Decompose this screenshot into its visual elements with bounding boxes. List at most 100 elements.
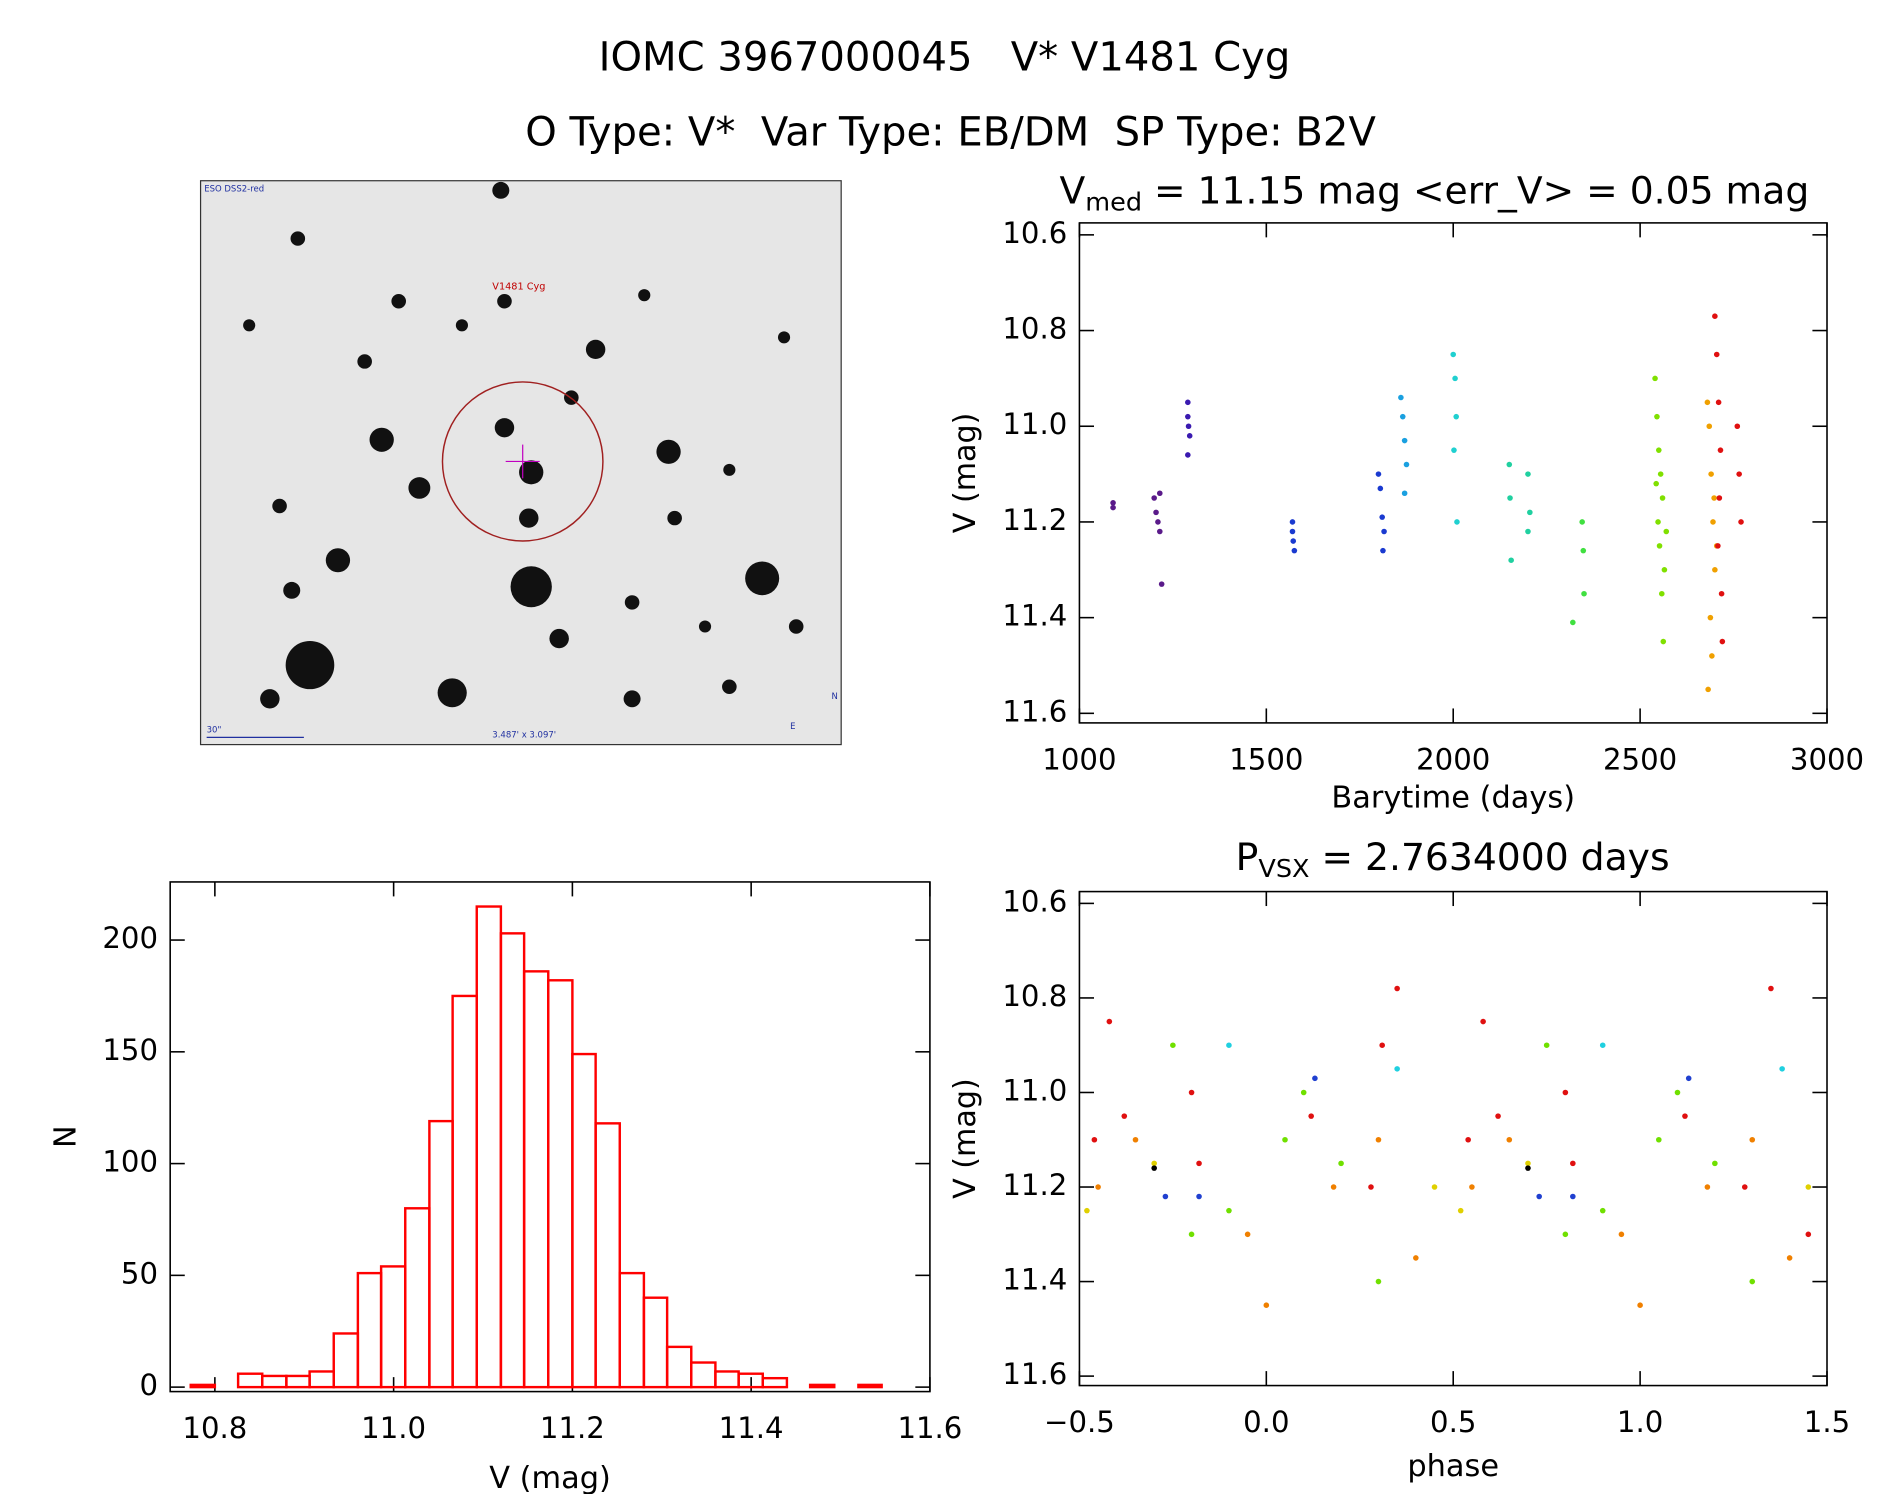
x-tick-label: 0.5 <box>1430 1405 1476 1439</box>
y-tick-label: 11.2 <box>1002 1168 1067 1202</box>
data-point <box>1779 1066 1785 1072</box>
x-tick-label: 3000 <box>1790 743 1864 777</box>
data-point <box>1380 547 1386 554</box>
histogram-bar <box>379 1265 407 1389</box>
data-point <box>1110 500 1116 506</box>
data-point <box>1704 1184 1711 1190</box>
data-point <box>1749 1136 1756 1143</box>
data-point <box>1653 480 1659 487</box>
data-point <box>1394 985 1400 992</box>
data-point <box>1156 528 1163 535</box>
data-point <box>1508 557 1514 563</box>
y-tick-label: 100 <box>102 1145 158 1179</box>
data-point <box>1736 471 1742 477</box>
x-tick-label: 1.0 <box>1617 1405 1663 1439</box>
data-point <box>1454 519 1460 525</box>
data-point <box>1525 1160 1531 1167</box>
data-point <box>1186 433 1193 439</box>
title-rest: = 2.7634000 days <box>1310 835 1670 879</box>
target-circle <box>441 381 604 542</box>
x-tick-label: 1.5 <box>1804 1405 1850 1439</box>
data-point <box>1507 495 1513 501</box>
chart-title: Vmed = 11.15 mag <err_V> = 0.05 mag <box>1060 168 1810 216</box>
data-point <box>1156 490 1163 497</box>
title-subscript: VSX <box>1258 853 1309 883</box>
data-point <box>1738 519 1744 525</box>
target-label: V1481 Cyg <box>492 282 545 293</box>
data-point <box>1734 423 1741 430</box>
data-point <box>1312 1075 1318 1082</box>
data-point <box>1091 1136 1098 1143</box>
chart-panel: 10.8 11.0 11.2 11.4 11.6 0 50 100 150 200 V (mag) N <box>48 881 962 1494</box>
data-point <box>1291 547 1298 554</box>
x-tick-label: 10.8 <box>182 1411 247 1445</box>
data-point <box>1394 1066 1400 1072</box>
histogram-bar <box>522 970 550 1389</box>
histogram-bar <box>189 1383 217 1389</box>
title-rest: = 11.15 mag <err_V> = 0.05 mag <box>1142 168 1809 212</box>
data-point <box>1450 351 1457 358</box>
data-point <box>1188 1231 1195 1238</box>
data-point <box>1338 1160 1344 1167</box>
data-point <box>1398 394 1404 401</box>
data-point <box>1685 1075 1692 1082</box>
data-point <box>1095 1184 1101 1190</box>
finder-image: ESO DSS2-red V1481 Cyg 30" 3.487' x 3.09… <box>199 180 842 746</box>
y-tick-label: 11.0 <box>1002 1074 1067 1108</box>
data-point <box>1453 413 1460 420</box>
data-point <box>1562 1089 1569 1096</box>
data-point <box>1658 590 1665 597</box>
title-main: P <box>1236 835 1259 879</box>
data-point <box>1506 1136 1513 1143</box>
data-point <box>1151 495 1157 501</box>
histogram-bar <box>690 1361 717 1389</box>
data-point <box>1289 528 1296 535</box>
data-point <box>1749 1278 1756 1285</box>
data-point <box>1151 1165 1157 1171</box>
data-point <box>1715 543 1721 549</box>
x-tick-label: 1500 <box>1229 743 1303 777</box>
histogram-bar <box>236 1372 264 1389</box>
y-tick-label: 50 <box>121 1256 158 1290</box>
data-point <box>1506 461 1513 468</box>
data-point <box>1599 1042 1606 1048</box>
y-axis-label: N <box>48 1125 83 1148</box>
histogram-bar <box>618 1271 646 1389</box>
data-point <box>1368 1184 1374 1190</box>
data-point <box>1401 437 1408 444</box>
data-point <box>1657 471 1664 477</box>
data-point <box>1716 495 1723 501</box>
x-tick-label: −0.5 <box>1044 1405 1115 1439</box>
histogram-bar <box>308 1370 335 1389</box>
histogram-bar <box>808 1383 836 1389</box>
data-point <box>1185 413 1191 420</box>
plot-frame <box>1078 890 1828 1387</box>
data-point <box>1570 1193 1576 1200</box>
data-point <box>1656 1136 1662 1143</box>
data-point <box>1495 1113 1501 1119</box>
data-point <box>1290 538 1297 544</box>
data-point <box>1413 1255 1419 1261</box>
data-point <box>1289 519 1296 525</box>
data-point <box>1704 399 1711 406</box>
x-axis-label: V (mag) <box>489 1461 611 1494</box>
data-point <box>1375 1136 1382 1143</box>
y-axis-label: V (mag) <box>948 413 983 534</box>
data-point <box>1805 1184 1812 1190</box>
data-point <box>1153 509 1159 516</box>
data-point <box>1637 1302 1643 1308</box>
data-point <box>1196 1193 1202 1200</box>
x-tick-label: 2500 <box>1603 743 1677 777</box>
histogram-bar <box>356 1271 383 1389</box>
chart-panel: 1000 1500 2000 2500 3000 10.6 10.8 11.0 11.2 11.4… <box>948 168 1864 815</box>
data-point <box>1451 447 1457 453</box>
title-subscript: med <box>1085 187 1142 217</box>
data-point <box>1457 1207 1464 1214</box>
data-point <box>1381 528 1387 535</box>
data-point <box>1282 1136 1288 1143</box>
data-point <box>1106 1018 1113 1025</box>
y-tick-label: 11.0 <box>1002 407 1067 441</box>
data-point <box>1656 447 1662 453</box>
histogram-bar <box>761 1376 789 1389</box>
